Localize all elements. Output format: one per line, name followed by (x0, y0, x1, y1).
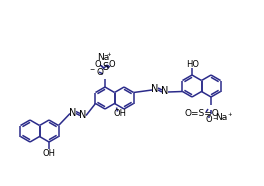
Text: N: N (161, 86, 169, 96)
Text: $^+$: $^+$ (105, 52, 112, 60)
Text: OH: OH (113, 109, 126, 118)
Text: O: O (109, 60, 115, 68)
Text: O: O (95, 60, 101, 68)
Text: $^-$O: $^-$O (88, 65, 104, 76)
Text: Na: Na (97, 52, 109, 62)
Text: Na: Na (215, 113, 227, 121)
Text: O=S=O: O=S=O (185, 108, 219, 118)
Text: O: O (206, 115, 212, 124)
Text: N: N (79, 110, 87, 119)
Text: S: S (102, 62, 108, 72)
Text: $^+$: $^+$ (225, 111, 233, 121)
Text: $^-$: $^-$ (211, 115, 219, 124)
Text: N: N (69, 108, 77, 118)
Text: OH: OH (43, 148, 55, 158)
Text: N: N (151, 84, 159, 94)
Text: HO: HO (186, 60, 200, 68)
